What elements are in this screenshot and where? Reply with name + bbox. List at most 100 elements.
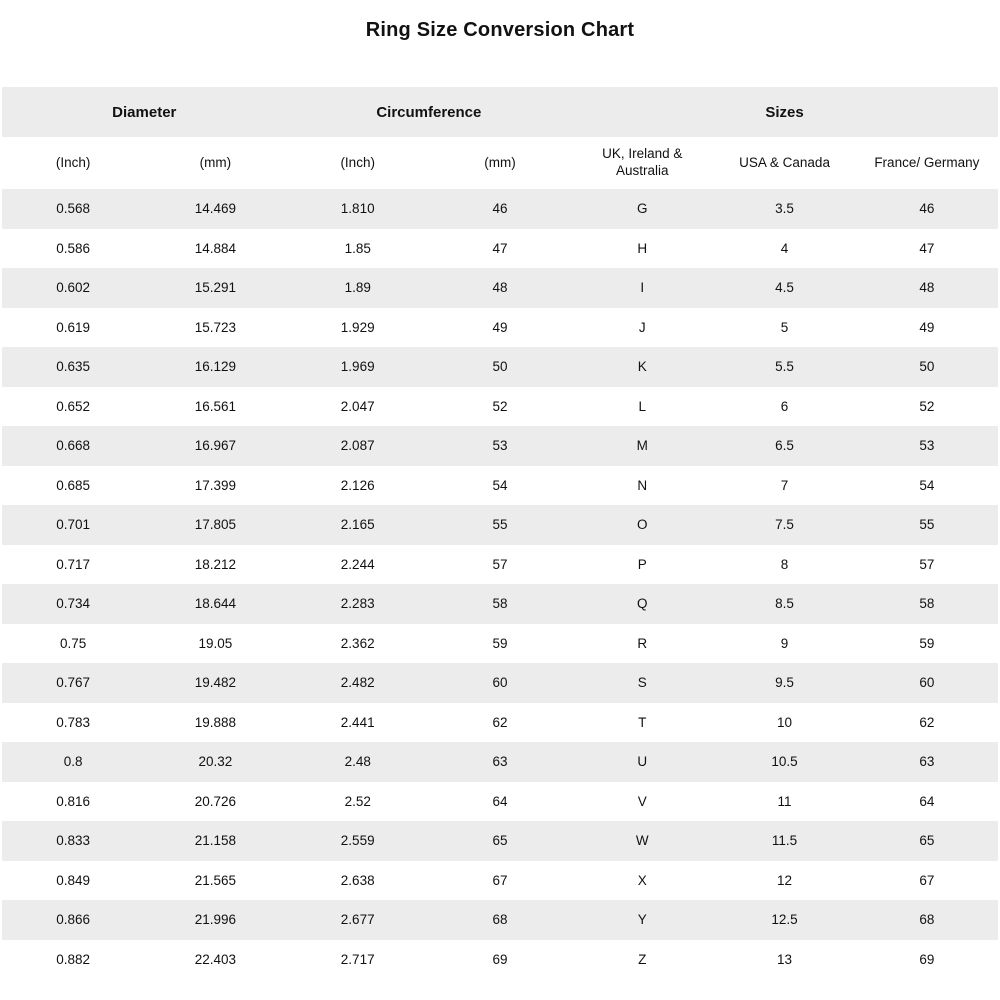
table-cell: 8	[780, 556, 789, 572]
table-cell: 19.888	[194, 714, 237, 730]
table-cell: 68	[492, 912, 508, 928]
table-row: 0.717 18.212 2.244 57 P 8 57	[2, 544, 998, 584]
table-row: 0.586 14.884 1.85 47 H 4 47	[2, 228, 998, 268]
table-row: 0.685 17.399 2.126 54 N 7 54	[2, 465, 998, 505]
table-cell: 67	[919, 872, 935, 888]
column-group-circumference: Circumference	[286, 87, 572, 137]
table-cell: 65	[919, 833, 935, 849]
table-row: 0.783 19.888 2.441 62 T 10 62	[2, 702, 998, 742]
table-row: 0.8 20.32 2.48 63 U 10.5 63	[2, 742, 998, 782]
table-cell: 55	[919, 517, 935, 533]
table-cell: 59	[919, 635, 935, 651]
column-header-uk-ireland-australia: UK, Ireland & Australia	[571, 137, 714, 189]
table-cell: 6.5	[775, 438, 794, 454]
table-cell: 0.75	[60, 635, 87, 651]
table-cell: 0.586	[56, 240, 91, 256]
column-header-diameter-inch: (Inch)	[2, 137, 145, 189]
table-row: 0.849 21.565 2.638 67 X 12 67	[2, 860, 998, 900]
table-cell: 2.165	[340, 517, 375, 533]
table-cell: 63	[919, 754, 935, 770]
table-cell: 58	[492, 596, 508, 612]
table-cell: 69	[492, 951, 508, 967]
table-cell: 0.783	[56, 714, 91, 730]
table-cell: 2.087	[340, 438, 375, 454]
table-cell: 0.602	[56, 280, 91, 296]
table-cell: 50	[492, 359, 508, 375]
table-row: 0.701 17.805 2.165 55 O 7.5 55	[2, 505, 998, 545]
table-cell: 17.399	[194, 477, 237, 493]
table-cell: 53	[492, 438, 508, 454]
table-cell: 53	[919, 438, 935, 454]
table-cell: 60	[919, 675, 935, 691]
table-cell: 50	[919, 359, 935, 375]
table-cell: 2.126	[340, 477, 375, 493]
table-cell: 47	[492, 240, 508, 256]
table-cell: 1.85	[344, 240, 371, 256]
table-cell: 11	[777, 793, 792, 809]
table-cell: 2.559	[340, 833, 375, 849]
table-cell: 14.469	[194, 201, 237, 217]
table-cell: 69	[919, 951, 935, 967]
table-cell: Y	[637, 912, 647, 928]
table-cell: 0.767	[56, 675, 91, 691]
table-cell: 5	[780, 319, 789, 335]
table-cell: 2.283	[340, 596, 375, 612]
table-cell: 5.5	[775, 359, 794, 375]
table-cell: 16.561	[194, 398, 237, 414]
table-cell: 14.884	[194, 240, 237, 256]
column-header-diameter-mm: (mm)	[144, 137, 287, 189]
table-cell: I	[640, 280, 645, 296]
table-cell: 2.047	[340, 398, 375, 414]
table-cell: 10.5	[771, 754, 798, 770]
table-cell: T	[638, 714, 647, 730]
table-cell: 21.158	[194, 833, 237, 849]
table-row: 0.75 19.05 2.362 59 R 9 59	[2, 623, 998, 663]
table-cell: U	[637, 754, 648, 770]
table-cell: M	[636, 438, 648, 454]
table-cell: 2.244	[340, 556, 375, 572]
table-cell: Q	[637, 596, 648, 612]
table-cell: L	[638, 398, 647, 414]
table-cell: 0.849	[56, 872, 91, 888]
table-cell: 62	[492, 714, 508, 730]
table-cell: 60	[492, 675, 508, 691]
table-cell: 58	[919, 596, 935, 612]
column-header-circumference-inch: (Inch)	[286, 137, 429, 189]
table-cell: S	[637, 675, 647, 691]
table-cell: 2.441	[340, 714, 375, 730]
table-cell: 59	[492, 635, 508, 651]
table-cell: 19.482	[194, 675, 237, 691]
table-cell: 1.929	[340, 319, 375, 335]
table-cell: 0.635	[56, 359, 91, 375]
table-cell: 9.5	[775, 675, 794, 691]
table-row: 0.866 21.996 2.677 68 Y 12.5 68	[2, 900, 998, 940]
table-cell: 47	[919, 240, 935, 256]
table-row: 0.602 15.291 1.89 48 I 4.5 48	[2, 268, 998, 308]
table-cell: 11.5	[771, 833, 798, 849]
table-cell: 0.619	[56, 319, 91, 335]
table-row: 0.767 19.482 2.482 60 S 9.5 60	[2, 663, 998, 703]
table-cell: 0.816	[56, 793, 91, 809]
table-row: 0.734 18.644 2.283 58 Q 8.5 58	[2, 584, 998, 624]
table-cell: 48	[919, 280, 935, 296]
table-cell: 0.734	[56, 596, 91, 612]
table-cell: 1.810	[340, 201, 375, 217]
table-cell: 0.866	[56, 912, 91, 928]
table-cell: K	[637, 359, 647, 375]
table-cell: 63	[492, 754, 508, 770]
table-cell: 0.701	[56, 517, 91, 533]
table-cell: 6	[780, 398, 789, 414]
table-cell: 54	[492, 477, 508, 493]
table-cell: G	[637, 201, 648, 217]
table-cell: 49	[492, 319, 508, 335]
ring-size-conversion-table: Diameter Circumference Sizes (Inch) (mm)…	[2, 87, 998, 979]
table-cell: 0.8	[63, 754, 83, 770]
table-row: 0.635 16.129 1.969 50 K 5.5 50	[2, 347, 998, 387]
table-cell: J	[638, 319, 646, 335]
table-cell: 20.726	[194, 793, 237, 809]
table-cell: 8.5	[775, 596, 794, 612]
table-cell: 2.52	[344, 793, 371, 809]
table-cell: 57	[492, 556, 508, 572]
table-cell: N	[637, 477, 648, 493]
